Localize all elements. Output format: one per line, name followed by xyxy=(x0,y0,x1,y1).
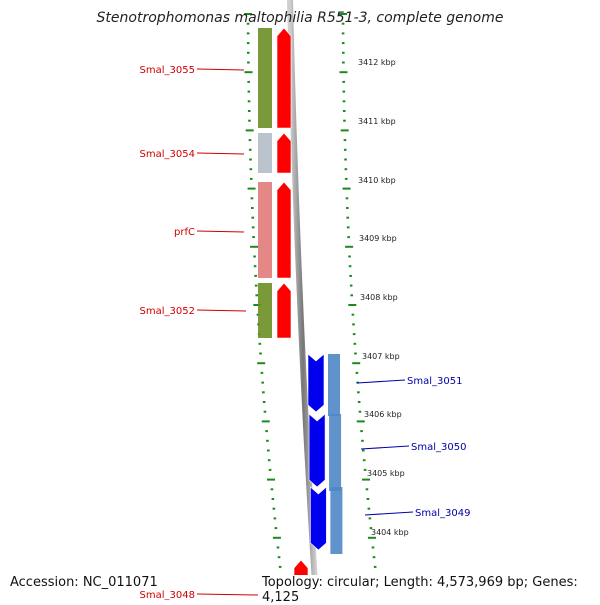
kbp-label: 3405 kbp xyxy=(367,469,405,478)
gene-label: Smal_3050 xyxy=(411,442,466,453)
kbp-label: 3409 kbp xyxy=(359,234,397,243)
gene-label: Smal_3054 xyxy=(140,149,195,160)
cds-arrow xyxy=(276,27,292,129)
gene-label: Smal_3052 xyxy=(140,306,195,317)
cds-arrow xyxy=(276,181,292,279)
cds-arrow xyxy=(307,353,325,413)
leader-line xyxy=(356,379,406,384)
cog-block xyxy=(330,487,343,554)
cds-arrow xyxy=(308,413,326,488)
leader-line xyxy=(364,511,414,516)
leader-line xyxy=(196,309,247,312)
kbp-label: 3412 kbp xyxy=(358,58,396,67)
gene-labels: Smal_3055 Smal_3054 prfC Smal_3052 Smal_3048… xyxy=(140,65,471,601)
topology-text: Topology: circular; Length: 4,573,969 bp… xyxy=(262,575,600,605)
gene-label: Smal_3051 xyxy=(407,376,462,387)
kbp-label: 3410 kbp xyxy=(358,176,396,185)
gene-label: Smal_3049 xyxy=(415,508,470,519)
cog-block xyxy=(329,414,342,491)
cog-block xyxy=(258,28,272,128)
gene-label: Smal_3055 xyxy=(140,65,195,76)
accession-text: Accession: NC_011071 xyxy=(10,575,158,590)
kbp-label: 3406 kbp xyxy=(364,410,402,419)
leader-line xyxy=(196,593,259,596)
cog-block xyxy=(258,182,272,278)
map-title: Stenotrophomonas maltophilia R551-3, com… xyxy=(96,10,504,26)
kbp-label: 3407 kbp xyxy=(362,352,400,361)
cog-block xyxy=(328,354,340,416)
cds-arrow xyxy=(276,132,292,174)
leader-line xyxy=(196,230,245,233)
gene-features xyxy=(258,27,343,601)
leader-line xyxy=(360,445,410,450)
kbp-label: 3408 kbp xyxy=(360,293,398,302)
cog-block xyxy=(258,283,272,338)
cds-arrow xyxy=(276,282,292,339)
kbp-label: 3404 kbp xyxy=(371,528,409,537)
leader-line xyxy=(196,68,245,71)
cds-arrow xyxy=(310,486,327,551)
gene-label: Smal_3048 xyxy=(140,590,195,600)
leader-line xyxy=(196,152,245,155)
gene-label: prfC xyxy=(174,227,195,238)
cog-block xyxy=(258,133,272,173)
kbp-label: 3411 kbp xyxy=(358,117,396,126)
